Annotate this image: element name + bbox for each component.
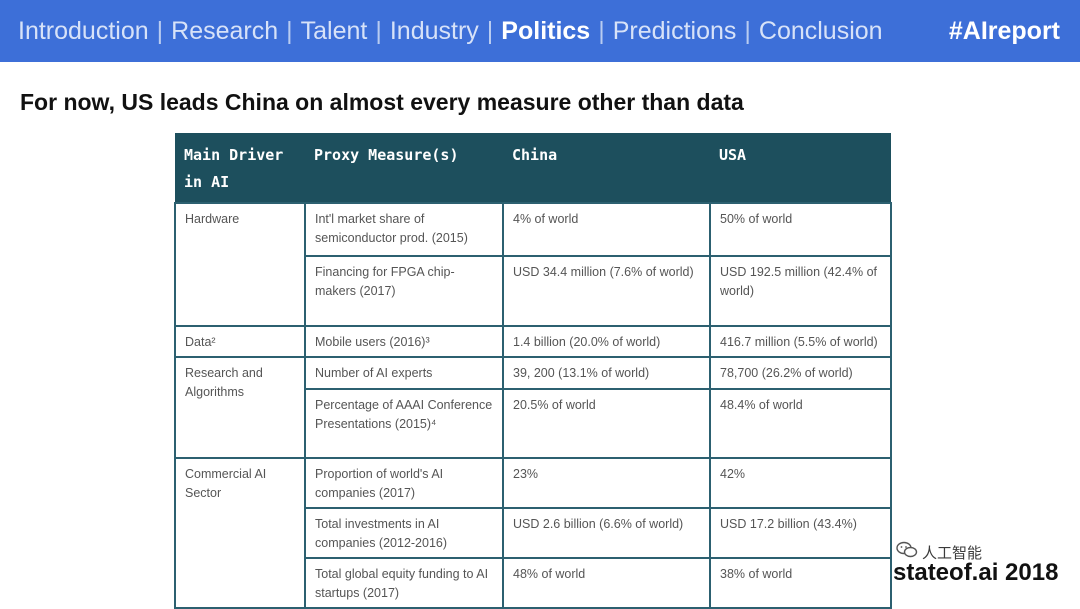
china-value-cell: 20.5% of world [502, 388, 711, 459]
nav-separator: | [486, 16, 494, 45]
column-header-china: China [503, 133, 710, 203]
watermark-text: 人工智能 [922, 544, 983, 562]
china-value-cell: 1.4 billion (20.0% of world) [502, 325, 711, 358]
china-value-cell: USD 2.6 billion (6.6% of world) [502, 507, 711, 559]
china-value-cell: 23% [502, 457, 711, 509]
measure-cell: Int'l market share of semiconductor prod… [304, 202, 504, 257]
measure-cell: Total investments in AI companies (2012-… [304, 507, 504, 559]
nav-item-research[interactable]: Research [171, 16, 279, 45]
nav-separator: | [286, 16, 293, 45]
table-row: Research and Algorithms Number of AI exp… [174, 356, 892, 459]
measure-cell: Total global equity funding to AI startu… [304, 557, 504, 609]
china-value-cell: 4% of world [502, 202, 711, 257]
column-header-driver: Main Driver in AI [175, 133, 305, 203]
measure-cell: Financing for FPGA chip-makers (2017) [304, 255, 504, 327]
wechat-icon [896, 541, 918, 563]
report-hashtag: #AIreport [948, 16, 1060, 45]
table-row: Percentage of AAAI Conference Presentati… [175, 388, 892, 459]
usa-value-cell: 78,700 (26.2% of world) [709, 356, 892, 390]
usa-value-cell: USD 17.2 billion (43.4%) [709, 507, 892, 559]
driver-cell: Commercial AI Sector [174, 457, 306, 609]
usa-value-cell: 42% [709, 457, 892, 509]
china-value-cell: USD 34.4 million (7.6% of world) [502, 255, 711, 327]
measure-cell: Mobile users (2016)³ [304, 325, 504, 358]
nav-item-predictions[interactable]: Predictions [612, 16, 737, 45]
watermark: 人工智能 [896, 541, 982, 563]
top-navigation-bar: Introduction | Research | Talent | Indus… [0, 0, 1080, 62]
driver-cell: Research and Algorithms [174, 356, 306, 459]
china-value-cell: 48% of world [502, 557, 711, 609]
section-nav: Introduction | Research | Talent | Indus… [18, 17, 883, 46]
comparison-table: Main Driver in AI Proxy Measure(s) China… [174, 133, 892, 609]
table-row: Total investments in AI companies (2012-… [175, 507, 892, 559]
nav-item-conclusion[interactable]: Conclusion [758, 16, 883, 45]
driver-cell: Data² [174, 325, 306, 358]
nav-item-industry[interactable]: Industry [389, 16, 479, 45]
nav-separator: | [156, 16, 164, 45]
usa-value-cell: 48.4% of world [709, 388, 892, 459]
china-value-cell: 39, 200 (13.1% of world) [502, 356, 711, 390]
table-row: Data² Mobile users (2016)³ 1.4 billion (… [174, 325, 892, 358]
table-header-row: Main Driver in AI Proxy Measure(s) China… [175, 133, 891, 203]
slide-title: For now, US leads China on almost every … [20, 89, 744, 115]
column-header-usa: USA [710, 133, 891, 203]
driver-cell: Hardware [174, 202, 306, 327]
nav-separator: | [744, 16, 751, 45]
nav-item-introduction[interactable]: Introduction [18, 16, 149, 45]
column-header-measure: Proxy Measure(s) [305, 133, 503, 203]
table-row: Financing for FPGA chip-makers (2017) US… [175, 255, 892, 327]
nav-item-politics[interactable]: Politics [501, 16, 591, 45]
table-row: Commercial AI Sector Proportion of world… [174, 457, 892, 609]
usa-value-cell: 38% of world [709, 557, 892, 609]
table-row: Hardware Int'l market share of semicondu… [174, 202, 892, 327]
footer-brand: stateof.ai 2018 [893, 559, 1059, 586]
nav-item-talent[interactable]: Talent [300, 16, 368, 45]
table-row: Total global equity funding to AI startu… [175, 557, 892, 609]
usa-value-cell: 416.7 million (5.5% of world) [709, 325, 892, 358]
measure-cell: Proportion of world's AI companies (2017… [304, 457, 504, 509]
nav-separator: | [375, 16, 382, 45]
nav-separator: | [598, 16, 605, 45]
usa-value-cell: 50% of world [709, 202, 892, 257]
measure-cell: Number of AI experts [304, 356, 504, 390]
usa-value-cell: USD 192.5 million (42.4% of world) [709, 255, 892, 327]
measure-cell: Percentage of AAAI Conference Presentati… [304, 388, 504, 459]
